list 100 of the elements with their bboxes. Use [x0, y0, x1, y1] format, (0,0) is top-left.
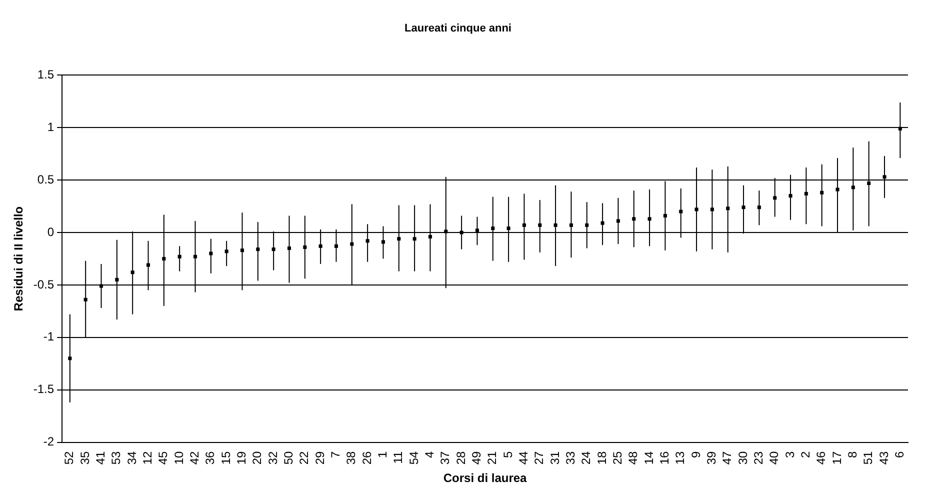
- point: [898, 126, 902, 130]
- x-tick-label: 22: [297, 450, 312, 465]
- x-tick-label: 49: [470, 450, 484, 465]
- x-tick-label: 40: [767, 450, 782, 465]
- point: [820, 190, 824, 194]
- point: [256, 248, 260, 252]
- point: [350, 242, 354, 246]
- point: [412, 237, 416, 241]
- point: [428, 234, 432, 238]
- x-tick-label: 43: [876, 450, 891, 465]
- point: [600, 221, 604, 225]
- point: [397, 237, 401, 241]
- x-tick-label: 19: [234, 450, 249, 465]
- x-tick-label: 38: [344, 450, 358, 465]
- x-tick-label: 7: [328, 450, 343, 458]
- x-tick-label: 8: [845, 450, 860, 458]
- point: [506, 226, 510, 230]
- y-tick-label: -1: [43, 330, 54, 344]
- x-tick-label: 34: [124, 450, 139, 465]
- point: [318, 244, 322, 248]
- x-tick-label: 36: [203, 450, 218, 465]
- point: [84, 298, 88, 302]
- point: [381, 240, 385, 244]
- x-axis-title: Corsi di laurea: [443, 471, 528, 486]
- x-tick-label: 10: [172, 450, 186, 465]
- x-tick-label: 1: [376, 450, 390, 458]
- y-tick-label: 0: [47, 224, 54, 239]
- x-tick-label: 2: [798, 450, 812, 458]
- x-tick-label: 46: [814, 450, 828, 465]
- x-tick-label: 14: [642, 450, 656, 465]
- point: [522, 223, 526, 227]
- y-tick-label: -0.5: [33, 277, 54, 292]
- point: [130, 270, 134, 274]
- point: [726, 206, 730, 210]
- x-tick-label: 52: [62, 450, 76, 465]
- point: [115, 278, 119, 282]
- x-tick-label: 4: [422, 450, 437, 458]
- x-tick-label: 44: [516, 450, 531, 465]
- x-tick-label: 48: [626, 450, 640, 465]
- point: [632, 217, 636, 221]
- x-tick-label: 42: [188, 450, 202, 465]
- point: [491, 226, 495, 230]
- x-tick-label: 3: [782, 450, 797, 458]
- x-tick-label: 41: [94, 450, 108, 465]
- point: [663, 214, 667, 218]
- x-tick-label: 15: [218, 450, 233, 465]
- point: [679, 210, 683, 214]
- y-tick-label: 1: [47, 120, 54, 134]
- point: [178, 254, 182, 258]
- x-tick-label: 9: [688, 450, 703, 458]
- point: [710, 208, 714, 212]
- point: [460, 230, 464, 234]
- point: [804, 192, 808, 196]
- point: [272, 248, 276, 252]
- point: [193, 254, 197, 258]
- point: [616, 219, 620, 223]
- point: [224, 250, 228, 254]
- x-tick-label: 26: [360, 450, 374, 465]
- x-tick-label: 24: [579, 450, 594, 465]
- x-tick-label: 47: [720, 450, 734, 465]
- x-tick-label: 17: [830, 450, 844, 465]
- x-tick-label: 53: [109, 450, 124, 465]
- point: [836, 188, 840, 192]
- x-tick-label: 33: [564, 450, 578, 465]
- x-tick-label: 54: [406, 450, 421, 465]
- x-tick-label: 5: [500, 450, 515, 458]
- x-tick-label: 28: [454, 450, 468, 465]
- x-tick-label: 31: [548, 450, 562, 465]
- x-tick-label: 30: [736, 450, 750, 465]
- point: [162, 256, 166, 260]
- x-tick-label: 39: [704, 450, 718, 465]
- point: [209, 252, 213, 256]
- x-tick-label: 18: [594, 450, 609, 465]
- y-tick-label: 1.5: [37, 68, 54, 82]
- x-tick-label: 29: [312, 450, 327, 465]
- x-tick-label: 21: [485, 450, 500, 465]
- x-tick-label: 51: [861, 450, 876, 465]
- x-tick-label: 50: [282, 450, 296, 465]
- x-tick-label: 25: [610, 450, 625, 465]
- point: [146, 263, 150, 267]
- x-tick-label: 37: [438, 450, 452, 465]
- point: [68, 356, 72, 360]
- x-tick-label: 16: [658, 450, 672, 465]
- point: [585, 223, 589, 227]
- x-tick-label: 13: [673, 450, 688, 465]
- x-tick-label: 20: [250, 450, 264, 465]
- point: [694, 208, 698, 212]
- point: [648, 217, 652, 221]
- chart-title: Laureati cinque anni: [404, 22, 512, 35]
- point: [303, 245, 307, 249]
- x-tick-label: 27: [532, 450, 546, 465]
- x-tick-label: 11: [391, 450, 406, 464]
- x-tick-label: 23: [751, 450, 766, 465]
- point: [757, 206, 761, 210]
- point: [287, 246, 291, 250]
- point: [882, 175, 886, 179]
- x-tick-label: 12: [140, 450, 155, 465]
- y-tick-label: -1.5: [33, 382, 54, 396]
- point: [867, 181, 871, 185]
- point: [788, 194, 792, 198]
